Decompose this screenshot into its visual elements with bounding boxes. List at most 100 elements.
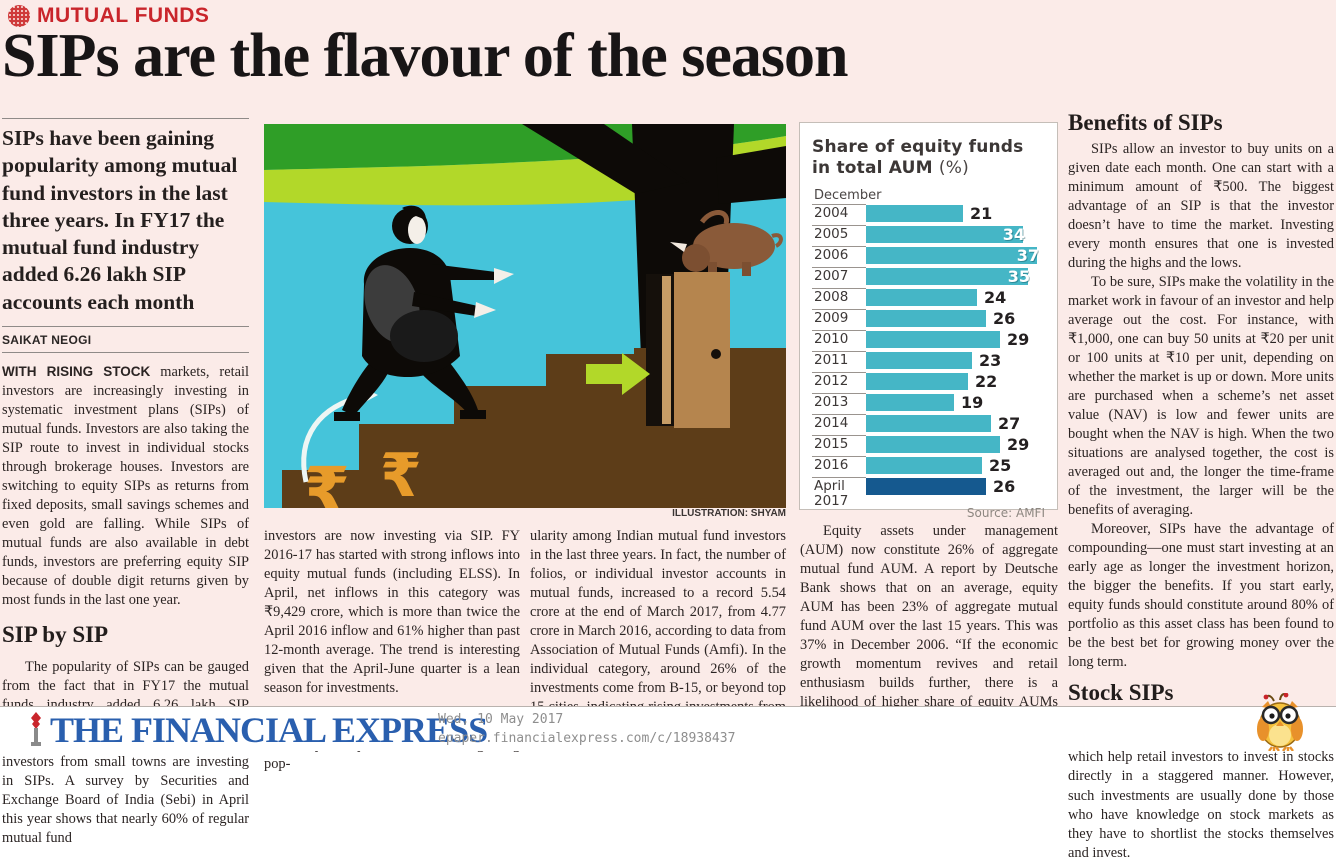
chart-bar-track: 37 bbox=[866, 246, 1045, 267]
chart-bar bbox=[866, 457, 982, 475]
chart-row: 2006 37 bbox=[812, 246, 1045, 267]
lead-in: WITH RISING STOCK bbox=[2, 364, 151, 380]
chart-row: 2004 21 bbox=[812, 204, 1045, 225]
tree-branch-left bbox=[522, 124, 689, 194]
chart-bar bbox=[866, 373, 968, 391]
investor-figure bbox=[334, 205, 514, 421]
chart-bar-track: 35 bbox=[866, 267, 1045, 288]
chart-bar bbox=[866, 352, 972, 370]
chart-title-line2: in total AUM bbox=[812, 157, 933, 178]
chart-value-label: 34 bbox=[1002, 225, 1025, 245]
chart-bar bbox=[866, 205, 963, 223]
paragraph: WITH RISING STOCK markets, retail invest… bbox=[2, 363, 249, 610]
paragraph: Moreover, SIPs have the advantage of com… bbox=[1068, 521, 1334, 671]
chart-year-label: 2009 bbox=[812, 309, 866, 326]
chart-bar-track: 19 bbox=[866, 393, 1045, 414]
chart-row: 2011 23 bbox=[812, 351, 1045, 372]
footer-bar: THE FINANCIAL EXPRESS Wed, 10 May 2017 e… bbox=[0, 693, 1336, 751]
paragraph: investors are now investing via SIP. FY … bbox=[264, 528, 520, 697]
chart-year-label: 2006 bbox=[812, 246, 866, 263]
illustration-credit: ILLUSTRATION: SHYAM bbox=[672, 508, 786, 519]
chart-bar bbox=[866, 331, 1000, 349]
chart-bar bbox=[866, 478, 986, 496]
rule-top bbox=[2, 118, 249, 119]
chart-bar-track: 34 bbox=[866, 225, 1045, 246]
chart-bar-track: 29 bbox=[866, 330, 1045, 351]
chart-source: Source: AMFI bbox=[966, 506, 1045, 521]
chart-year-label: 2012 bbox=[812, 372, 866, 389]
chart-row: 2015 29 bbox=[812, 435, 1045, 456]
chart-value-label: 23 bbox=[979, 351, 1002, 371]
door-knob bbox=[711, 349, 721, 359]
chart-year-label: 2008 bbox=[812, 288, 866, 305]
chart-row: 2009 26 bbox=[812, 309, 1045, 330]
chart-bar-track: 26 bbox=[866, 477, 1045, 498]
illustration-svg: ₹ ₹ bbox=[264, 124, 786, 508]
bull bbox=[670, 210, 783, 276]
footer-date: Wed, 10 May 2017 bbox=[438, 712, 564, 727]
chart-rows: 2004 21 2005 34 2006 37 2007 35 2008 24 2009 26 2010… bbox=[812, 204, 1045, 509]
chart-bar bbox=[866, 436, 1000, 454]
chart-value-label: 26 bbox=[993, 309, 1016, 329]
arrow-to-door-icon bbox=[586, 353, 650, 395]
byline: SAIKAT NEOGI bbox=[2, 333, 92, 348]
chart-bar-track: 27 bbox=[866, 414, 1045, 435]
paragraph-text: markets, retail investors are increasing… bbox=[2, 364, 249, 609]
chart-axis-label: December bbox=[814, 188, 882, 204]
chart-value-label: 21 bbox=[970, 204, 993, 224]
chart-row: April 2017 26 bbox=[812, 477, 1045, 509]
chart-year-label: 2007 bbox=[812, 267, 866, 284]
chart-bar-track: 23 bbox=[866, 351, 1045, 372]
chart-bar-track: 21 bbox=[866, 204, 1045, 225]
chart-bar bbox=[866, 415, 991, 433]
chart-row: 2010 29 bbox=[812, 330, 1045, 351]
paragraph: SIPs allow an investor to buy units on a… bbox=[1068, 141, 1334, 272]
chart-value-label: 19 bbox=[961, 393, 984, 413]
chart-bar bbox=[866, 394, 954, 412]
section-kicker: MUTUAL FUNDS bbox=[8, 4, 209, 28]
chart-row: 2012 22 bbox=[812, 372, 1045, 393]
chart-bar bbox=[866, 226, 1023, 244]
chart-year-label: April 2017 bbox=[812, 477, 866, 509]
chart-value-label: 22 bbox=[975, 372, 998, 392]
halftone-dot-icon bbox=[8, 5, 30, 27]
chart-bar bbox=[866, 289, 977, 307]
tree-branch-right bbox=[716, 146, 786, 204]
chart-year-label: 2015 bbox=[812, 435, 866, 452]
chart-row: 2007 35 bbox=[812, 267, 1045, 288]
chart-year-label: 2014 bbox=[812, 414, 866, 431]
chart-bar-track: 22 bbox=[866, 372, 1045, 393]
paragraph: ularity among Indian mutual fund investo… bbox=[530, 528, 786, 734]
subhead-stock-sips: Stock SIPs bbox=[1068, 680, 1174, 706]
paragraph: The popularity of SIPs can be gauged fro… bbox=[2, 659, 249, 847]
chart-year-label: 2010 bbox=[812, 330, 866, 347]
chart-bar bbox=[866, 310, 986, 328]
chart-bar bbox=[866, 268, 1028, 286]
illustration: ₹ ₹ bbox=[264, 124, 786, 508]
door-frame bbox=[662, 276, 671, 424]
owl-mascot-icon[interactable] bbox=[1254, 693, 1312, 751]
chart-row: 2014 27 bbox=[812, 414, 1045, 435]
chart-row: 2016 25 bbox=[812, 456, 1045, 477]
chart-value-label: 27 bbox=[998, 414, 1021, 434]
subhead-sip-by-sip: SIP by SIP bbox=[2, 622, 109, 648]
chart-value-label: 25 bbox=[989, 456, 1012, 476]
chart-value-label: 29 bbox=[1007, 330, 1030, 350]
express-emblem-icon bbox=[31, 712, 41, 746]
door bbox=[674, 272, 730, 428]
footer-url: epaper.financialexpress.com/c/18938437 bbox=[438, 730, 736, 746]
paragraph: To be sure, SIPs make the volatility in … bbox=[1068, 274, 1334, 519]
footer-meta: Wed, 10 May 2017 epaper.financialexpress… bbox=[438, 711, 735, 749]
chart-bar-track: 25 bbox=[866, 456, 1045, 477]
chart-value-label: 35 bbox=[1007, 267, 1030, 287]
standfirst: SIPs have been gaining popularity among … bbox=[2, 126, 238, 314]
chart-value-label: 29 bbox=[1007, 435, 1030, 455]
chart-year-label: 2005 bbox=[812, 225, 866, 242]
section-kicker-label: MUTUAL FUNDS bbox=[37, 4, 210, 27]
chart-value-label: 24 bbox=[984, 288, 1007, 308]
chart-value-label: 37 bbox=[1016, 246, 1039, 266]
chart-bar-track: 24 bbox=[866, 288, 1045, 309]
chart-title: Share of equity funds in total AUM (%) bbox=[812, 137, 1045, 178]
chart-row: 2008 24 bbox=[812, 288, 1045, 309]
chart-title-line1: Share of equity funds bbox=[812, 137, 1024, 157]
